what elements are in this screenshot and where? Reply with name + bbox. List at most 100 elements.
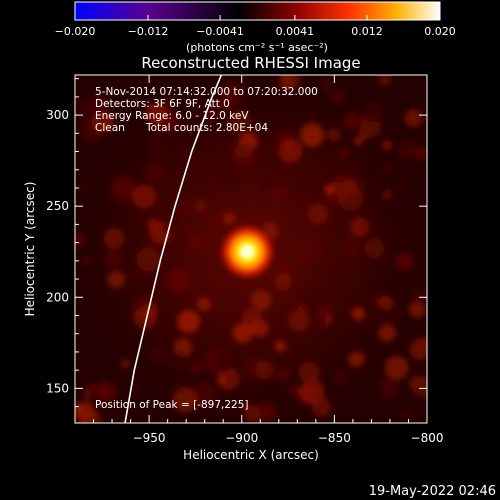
texture-blob (230, 137, 252, 159)
texture-blob (395, 252, 414, 271)
annotation-time-range: 5-Nov-2014 07:14:32.000 to 07:20:32.000 (95, 86, 318, 98)
texture-blob (297, 235, 323, 260)
texture-blob (412, 288, 427, 305)
texture-blob (349, 161, 364, 176)
texture-blob (94, 381, 116, 403)
texture-blob (324, 184, 335, 195)
texture-blob (240, 401, 253, 413)
texture-blob (136, 247, 162, 272)
texture-blob (295, 171, 316, 191)
chart-title: Reconstructed RHESSI Image (141, 54, 360, 72)
texture-blob (177, 200, 193, 216)
heatmap-image (75, 75, 427, 423)
texture-blob (300, 379, 325, 405)
texture-blob (400, 410, 410, 419)
texture-blob (172, 387, 198, 413)
peak-source (217, 221, 278, 282)
texture-blob (166, 268, 191, 293)
axis-ticks: −950 −900 −850 −800 150 200 250 300 (46, 75, 443, 445)
texture-blob (408, 301, 426, 318)
plot-frame (74, 74, 428, 424)
texture-blob (353, 136, 363, 146)
texture-blob (305, 111, 317, 122)
texture-blob (217, 375, 227, 385)
x-axis-label: Heliocentric X (arcsec) (183, 448, 319, 462)
x-tick-label: −800 (411, 431, 444, 445)
texture-blob (299, 123, 324, 148)
texture-blob (342, 179, 357, 194)
annotation-peak-position: Position of Peak = [-897,225] (95, 399, 249, 411)
texture-blob (88, 95, 108, 114)
texture-blob (300, 291, 323, 314)
texture-blob (190, 362, 202, 374)
texture-blob (177, 310, 200, 333)
annotation-total-counts: Total counts: 2.80E+04 (145, 122, 268, 134)
texture-blob (404, 108, 424, 128)
texture-blob (367, 313, 378, 324)
texture-blob (351, 307, 365, 321)
texture-blob (343, 112, 363, 131)
texture-blob (110, 175, 136, 202)
texture-blob (384, 355, 409, 380)
texture-blob (157, 323, 171, 337)
solar-limb-curve (124, 75, 223, 423)
texture-blob (218, 170, 241, 193)
texture-blob (383, 190, 392, 200)
texture-blob (144, 102, 168, 126)
y-tick-label: 150 (46, 381, 69, 395)
texture-blob (146, 136, 169, 159)
texture-blob (246, 319, 255, 328)
texture-blob (274, 273, 292, 291)
texture-blob (77, 179, 91, 194)
texture-blob (81, 255, 92, 267)
annotation-energy: Energy Range: 6.0 - 12.0 keV (95, 110, 249, 122)
annotation-detectors: Detectors: 3F 6F 9F, Att 0 (95, 98, 230, 110)
footer-timestamp: 19-May-2022 02:46 (369, 484, 496, 499)
texture-blob (307, 203, 329, 225)
colorbar-label: (photons cm⁻² s⁻¹ asec⁻²) (186, 41, 328, 54)
texture-blob (144, 162, 165, 182)
texture-blob (91, 110, 114, 134)
texture-blob (228, 110, 252, 134)
texture-blob (327, 128, 341, 142)
texture-blob (382, 140, 393, 151)
texture-blob (298, 257, 308, 266)
texture-blob (363, 102, 384, 123)
texture-blob (192, 382, 217, 407)
texture-blob (75, 97, 90, 124)
texture-blob (364, 237, 385, 259)
texture-blob (278, 139, 303, 163)
texture-blob (223, 212, 237, 226)
texture-blob (340, 238, 360, 259)
annotation-clean: Clean (95, 122, 125, 134)
texture-blob (149, 347, 166, 363)
texture-blob (82, 389, 92, 399)
colorbar-tick-label: −0.020 (55, 25, 96, 38)
texture-blob (395, 179, 406, 189)
texture-blob (378, 324, 397, 342)
texture-blob (104, 228, 124, 247)
y-tick-label: 250 (46, 199, 69, 213)
texture-blob (382, 164, 392, 174)
texture-blob (270, 187, 287, 204)
texture-blob (232, 322, 253, 343)
y-tick-label: 300 (46, 108, 69, 122)
texture-blob (255, 402, 277, 423)
texture-blob (348, 256, 357, 265)
texture-blob (378, 377, 401, 399)
texture-blob (377, 75, 392, 87)
colorbar: −0.020 −0.012 −0.0041 0.0041 0.012 0.020 (pho… (55, 1, 456, 54)
y-tick-label: 200 (46, 290, 69, 304)
texture-blob (75, 231, 85, 249)
texture-blob (242, 303, 260, 322)
x-tick-label: −900 (225, 431, 258, 445)
texture-blob (107, 270, 126, 289)
texture-blob (147, 218, 160, 231)
colorbar-gradient (74, 1, 441, 21)
texture-blob (419, 334, 427, 348)
texture-blob (278, 76, 293, 92)
colorbar-tick-label: −0.012 (128, 25, 169, 38)
texture-blob (119, 358, 131, 370)
texture-blob (414, 147, 427, 160)
texture-blob (325, 90, 335, 100)
